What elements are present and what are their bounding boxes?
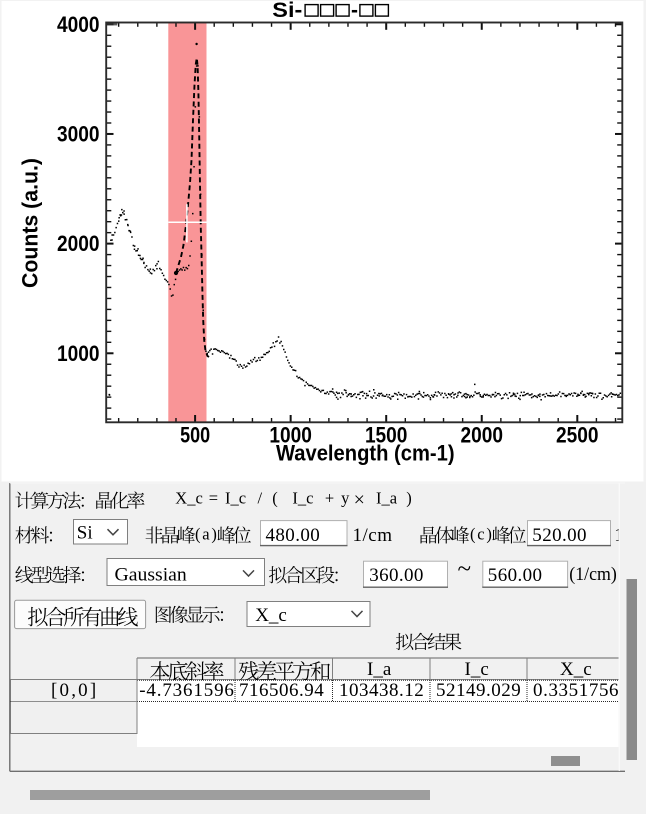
svg-text:X_c: X_c (255, 605, 287, 626)
svg-text:Counts (a.u.): Counts (a.u.) (18, 158, 43, 288)
svg-text:Gaussian: Gaussian (115, 564, 188, 585)
svg-text:I_c: I_c (465, 659, 489, 680)
svg-text:4000: 4000 (57, 12, 100, 37)
svg-text:2500: 2500 (556, 423, 599, 448)
svg-text:I_c: I_c (292, 489, 313, 508)
svg-text:480.00: 480.00 (266, 525, 321, 546)
svg-text:+: + (325, 489, 334, 508)
svg-text:52149.029: 52149.029 (436, 680, 521, 701)
svg-text:0.33517563: 0.33517563 (533, 680, 629, 701)
svg-text:~: ~ (458, 556, 472, 583)
svg-text:(a): (a) (195, 524, 219, 543)
svg-text:=: = (209, 489, 218, 508)
svg-text:[0,0]: [0,0] (51, 680, 98, 701)
svg-text:716506.94: 716506.94 (239, 680, 324, 701)
svg-text:-: - (351, 0, 358, 22)
svg-text:1500: 1500 (365, 423, 408, 448)
svg-text:2000: 2000 (461, 423, 504, 448)
svg-text:3000: 3000 (57, 121, 100, 146)
svg-text:(: ( (272, 489, 278, 508)
svg-text:1000: 1000 (269, 423, 312, 448)
svg-text:Si-: Si- (272, 0, 302, 22)
svg-text:Wavelength (cm-1): Wavelength (cm-1) (276, 441, 455, 466)
svg-text:520.00: 520.00 (532, 525, 587, 546)
svg-text:1/cm: 1/cm (353, 525, 393, 546)
svg-text:/: / (258, 489, 263, 508)
svg-text:Si: Si (77, 523, 93, 544)
svg-text:103438.12: 103438.12 (339, 680, 424, 701)
svg-text:×: × (354, 489, 365, 511)
svg-text:(c): (c) (470, 524, 494, 543)
svg-text:I_a: I_a (367, 659, 392, 680)
svg-text:500: 500 (180, 423, 210, 448)
svg-text:(1/cm): (1/cm) (569, 564, 617, 585)
svg-text:1/cm: 1/cm (614, 525, 646, 546)
svg-text:X_c: X_c (175, 489, 203, 508)
svg-text:1000: 1000 (57, 341, 100, 366)
svg-text:560.00: 560.00 (488, 565, 543, 586)
svg-text:-4.7361596: -4.7361596 (139, 680, 235, 701)
svg-text:360.00: 360.00 (369, 565, 424, 586)
svg-text:): ) (406, 489, 412, 508)
svg-text:I_a: I_a (376, 489, 398, 508)
svg-text:y: y (341, 489, 350, 508)
svg-text:I_c: I_c (225, 489, 246, 508)
svg-text:X_c: X_c (560, 659, 592, 680)
svg-text:2000: 2000 (57, 231, 100, 256)
